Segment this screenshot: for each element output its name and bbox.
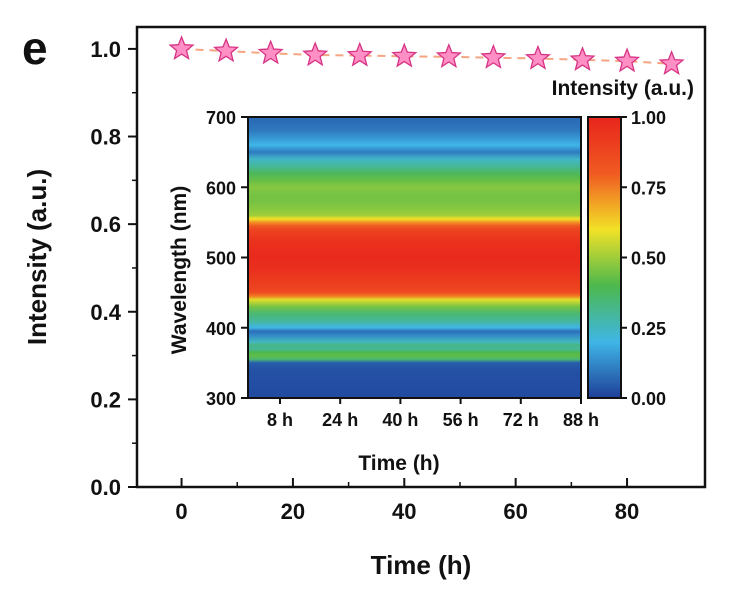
inset-heatmap: 8 h 24 h 40 h 56 h 72 h 88 h 300400500600700 … bbox=[168, 108, 599, 475]
heatmap-x-tick-label: 8 h bbox=[267, 410, 293, 430]
main-x-axis-label: Time (h) bbox=[371, 550, 472, 580]
star-marker bbox=[257, 39, 284, 65]
main-x-ticks: 0 20 40 60 80 bbox=[175, 478, 639, 524]
star-marker bbox=[212, 37, 240, 63]
star-marker bbox=[391, 42, 418, 68]
heatmap-y-tick-label: 500 bbox=[206, 249, 236, 269]
star-marker bbox=[480, 43, 507, 69]
main-y-tick-label: 0.6 bbox=[90, 212, 121, 237]
heatmap-y-tick-label: 600 bbox=[206, 178, 236, 198]
heatmap-x-tick-label: 72 h bbox=[503, 410, 539, 430]
star-marker bbox=[613, 47, 641, 73]
main-x-tick-label: 0 bbox=[175, 499, 187, 524]
star-marker bbox=[658, 50, 685, 75]
heatmap-y-tick-label: 700 bbox=[206, 108, 236, 128]
heatmap-x-axis-label: Time (h) bbox=[358, 452, 439, 475]
heatmap-plot-area bbox=[248, 117, 581, 398]
colorbar-tick-label: 0.50 bbox=[631, 249, 666, 269]
panel-label: e bbox=[22, 22, 48, 74]
colorbar-tick-label: 0.00 bbox=[631, 389, 666, 409]
star-marker bbox=[524, 44, 552, 70]
heatmap-x-tick-label: 40 h bbox=[382, 410, 418, 430]
star-marker bbox=[435, 43, 462, 68]
star-marker bbox=[569, 46, 596, 72]
heatmap-y-axis-label: Wavelength (nm) bbox=[168, 186, 191, 354]
colorbar-ticks: 0.00 0.25 0.50 0.75 1.00 bbox=[621, 108, 666, 409]
main-plot-frame bbox=[135, 25, 707, 489]
colorbar-tick-label: 1.00 bbox=[631, 108, 666, 128]
heatmap-x-tick-label: 24 h bbox=[322, 410, 358, 430]
main-y-tick-label: 0.0 bbox=[90, 475, 121, 500]
main-x-tick-label: 20 bbox=[281, 499, 305, 524]
main-x-tick-label: 40 bbox=[392, 499, 416, 524]
colorbar: 0.00 0.25 0.50 0.75 1.00 Intensity (a.u.) bbox=[552, 77, 694, 409]
main-series bbox=[168, 35, 685, 75]
star-marker bbox=[346, 41, 373, 67]
heatmap-y-tick-label: 400 bbox=[206, 319, 236, 339]
main-y-ticks: 0.0 0.2 0.4 0.6 0.8 1.0 bbox=[90, 37, 137, 500]
colorbar-bar bbox=[587, 116, 622, 399]
main-y-tick-label: 0.4 bbox=[90, 300, 121, 325]
star-marker bbox=[168, 35, 195, 61]
main-y-tick-label: 1.0 bbox=[90, 37, 121, 62]
colorbar-title: Intensity (a.u.) bbox=[552, 77, 694, 100]
main-plot: 0 20 40 60 80 0.0 0.2 0.4 0.6 0.8 1.0 Time (h) In… bbox=[22, 25, 707, 580]
heatmap-y-ticks: 300 400 500 600 700 bbox=[206, 108, 248, 409]
main-y-axis-label: Intensity (a.u.) bbox=[22, 169, 52, 345]
heatmap-x-tick-label: 88 h bbox=[563, 410, 599, 430]
colorbar-tick-label: 0.75 bbox=[631, 178, 666, 198]
star-marker bbox=[302, 41, 329, 67]
series-line bbox=[181, 47, 672, 65]
main-y-tick-label: 0.2 bbox=[90, 387, 121, 412]
heatmap-x-ticks: 8 h 24 h 40 h 56 h 72 h 88 h bbox=[267, 398, 599, 430]
heatmap-y-tick-label: 300 bbox=[206, 389, 236, 409]
main-x-tick-label: 80 bbox=[615, 499, 639, 524]
main-y-tick-label: 0.8 bbox=[90, 125, 121, 150]
colorbar-tick-label: 0.25 bbox=[631, 319, 666, 339]
main-x-tick-label: 60 bbox=[503, 499, 527, 524]
heatmap-x-tick-label: 56 h bbox=[443, 410, 479, 430]
